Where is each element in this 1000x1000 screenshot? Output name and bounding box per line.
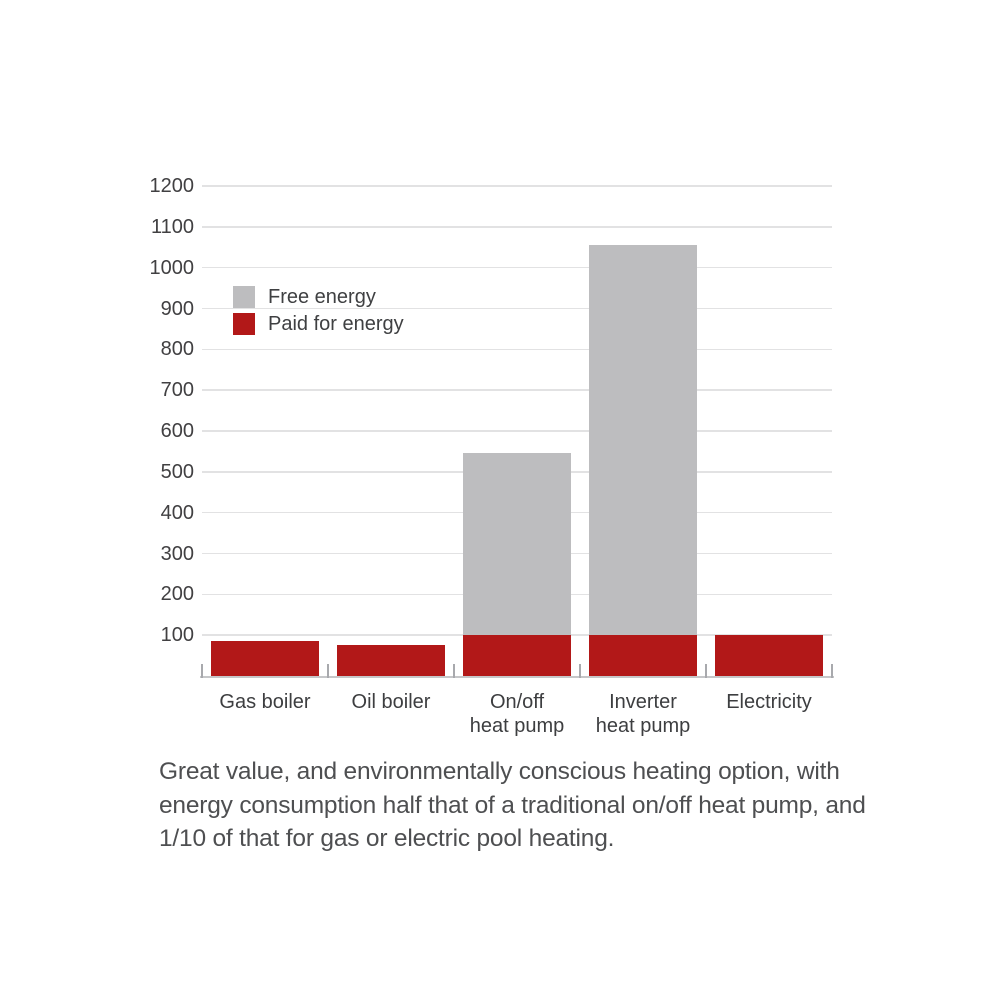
y-axis-label: 600 [160,420,194,442]
legend-item-paid-energy: Paid for energy [233,312,404,336]
x-axis-tick [705,664,707,678]
bar-segment-paid-for-energy [589,635,697,676]
bar-chart-plot-area: 100 200 300 400 500 600 700 800 900 1000 1100 1200 G… [150,175,834,737]
legend-swatch-free-energy [233,286,255,308]
gridline [202,389,832,391]
y-axis-label: 900 [160,297,194,320]
gridline [202,185,832,187]
gridline [202,307,832,310]
x-axis-label-line: On/off [489,691,545,713]
y-axis-label: 500 [160,460,194,483]
x-axis-tick [327,664,329,678]
y-axis-label: 700 [160,379,194,402]
bar-segment-paid-for-energy [337,645,445,676]
x-axis-label: Gas boiler [202,690,328,714]
y-axis-label: 400 [160,501,194,524]
bar-segment-paid-for-energy [715,635,823,676]
gridline [202,348,832,351]
y-axis-label: 1200 [149,175,195,197]
y-axis-label: 300 [160,542,194,565]
x-axis-line [200,676,834,678]
chart-legend: Free energy Paid for energy [233,285,404,339]
caption-line: energy consumption half that of a tradit… [159,791,866,819]
y-axis-label: 1100 [150,215,194,238]
bar-segment-paid-for-energy [463,635,571,676]
x-axis-label-line: Oil boiler [351,691,431,713]
x-axis-label-line: heat pump [469,715,565,737]
x-axis-label: Electricity [706,690,832,714]
x-axis-tick [453,664,455,678]
x-axis-label: Inverter heat pump [580,690,706,738]
y-axis-label: 1000 [149,256,195,279]
gridline [202,226,832,228]
bar-segment-free-energy [463,453,571,636]
caption-line: Great value, and environmentally conscio… [159,758,840,785]
gridline [202,266,832,269]
legend-swatch-paid-energy [233,313,255,335]
x-axis-label: Oil boiler [328,690,454,714]
x-axis-label-line: Electricity [726,691,812,713]
x-axis-tick [201,664,203,678]
x-axis-label-line: heat pump [595,715,691,737]
chart-caption: Great value, and environmentally conscio… [159,755,879,856]
x-axis-tick [831,664,833,678]
x-axis-label: On/off heat pump [454,690,580,738]
gridline [202,430,832,432]
legend-label-free-energy: Free energy [268,286,376,308]
legend-label-paid-energy: Paid for energy [268,313,404,335]
x-axis-label-line: Gas boiler [219,691,311,713]
caption-line: 1/10 of that for gas or electric pool he… [159,825,615,852]
x-axis-tick [579,664,581,678]
x-axis-label-line: Inverter [609,691,677,713]
bar-segment-paid-for-energy [211,641,319,676]
y-axis-label: 200 [160,583,194,606]
y-axis-label: 800 [160,338,194,361]
legend-item-free-energy: Free energy [233,285,404,309]
y-axis-label: 100 [160,624,194,647]
bar-segment-free-energy [589,245,697,636]
